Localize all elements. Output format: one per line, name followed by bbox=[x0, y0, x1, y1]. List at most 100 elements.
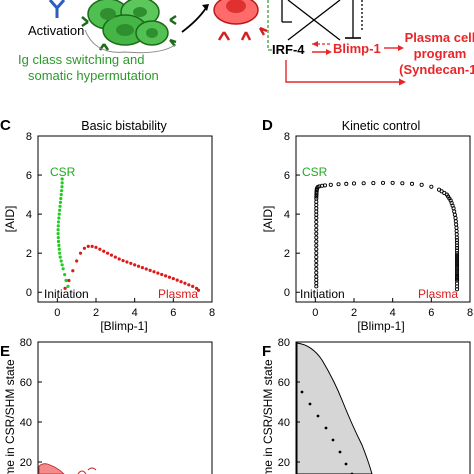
schematic-panel: Activation Ig class switching and soma bbox=[18, 0, 474, 86]
y-tick-label: 20 bbox=[278, 457, 290, 469]
ig-label-line2: somatic hypermutation bbox=[28, 68, 159, 83]
data-point bbox=[314, 223, 319, 228]
data-point bbox=[454, 228, 459, 234]
plasma-program-line1: Plasma cell bbox=[405, 30, 474, 45]
ig-label-line1: Ig class switching and bbox=[18, 52, 144, 67]
curve-fragment-e bbox=[77, 467, 97, 474]
data-point bbox=[454, 245, 460, 251]
data-point bbox=[454, 225, 459, 230]
data-point bbox=[60, 177, 64, 181]
data-point bbox=[419, 182, 424, 187]
data-point bbox=[179, 280, 183, 284]
ylabel-e: me in CSR/SHM state bbox=[3, 359, 17, 474]
data-point bbox=[314, 277, 319, 282]
ylabel-f: me in CSR/SHM state bbox=[261, 359, 275, 474]
panel-d: D Kinetic control 0 2 4 6 8 0 2 4 6 8 [AID] [Blim… bbox=[261, 117, 473, 333]
data-point bbox=[66, 284, 70, 288]
data-point bbox=[409, 181, 415, 186]
data-point bbox=[71, 269, 75, 273]
data-point bbox=[454, 275, 460, 280]
data-point bbox=[314, 255, 319, 260]
y-tick-label: 2 bbox=[284, 248, 290, 260]
y-tick-label: 8 bbox=[26, 131, 32, 143]
data-point bbox=[129, 261, 133, 265]
y-tick-label: 2 bbox=[26, 248, 32, 260]
panel-title-c: Basic bistability bbox=[81, 119, 167, 133]
data-point bbox=[454, 274, 460, 279]
data-point bbox=[59, 196, 63, 201]
data-point bbox=[314, 219, 319, 224]
data-point bbox=[314, 258, 319, 264]
plasma-program-line2: program bbox=[414, 46, 467, 61]
panel-f: F 20 40 60 80 me in CSR/SHM state bbox=[261, 337, 471, 474]
panel-letter-c: C bbox=[0, 117, 11, 134]
data-point bbox=[106, 251, 110, 255]
mean-point bbox=[308, 402, 312, 406]
data-point bbox=[454, 243, 460, 248]
panel-letter-f: F bbox=[262, 343, 271, 360]
data-point bbox=[351, 181, 357, 186]
data-point bbox=[454, 240, 460, 245]
panel-letter-e: E bbox=[0, 343, 10, 360]
data-point bbox=[57, 216, 61, 220]
data-point bbox=[453, 219, 458, 224]
x-tick-label: 4 bbox=[132, 307, 138, 319]
shaded-band-e bbox=[38, 463, 65, 474]
shaded-band-f bbox=[296, 342, 373, 474]
data-point bbox=[58, 204, 62, 208]
y-tick-label: 4 bbox=[284, 209, 290, 221]
data-point bbox=[57, 247, 61, 251]
data-point bbox=[454, 277, 460, 282]
data-point bbox=[314, 281, 319, 286]
data-point bbox=[60, 185, 64, 189]
data-points-c bbox=[56, 177, 201, 292]
data-point bbox=[361, 181, 366, 186]
data-point bbox=[56, 220, 61, 224]
ylabel-c: [AID] bbox=[3, 206, 17, 233]
data-point bbox=[58, 208, 62, 212]
csr-label-c: CSR bbox=[50, 165, 76, 179]
data-point bbox=[454, 264, 460, 269]
data-point bbox=[454, 260, 460, 265]
mean-point bbox=[344, 462, 348, 466]
data-point bbox=[454, 266, 460, 271]
y-tick-label: 4 bbox=[26, 209, 32, 221]
data-point bbox=[152, 270, 156, 274]
data-point bbox=[447, 196, 452, 201]
data-point bbox=[57, 243, 61, 247]
data-point bbox=[314, 206, 319, 211]
xlabel-c: [Blimp-1] bbox=[100, 319, 147, 333]
data-point bbox=[314, 270, 319, 275]
plasma-label-d: Plasma bbox=[418, 287, 458, 301]
data-point bbox=[429, 184, 434, 189]
data-point bbox=[454, 270, 460, 275]
x-tick-label: 8 bbox=[209, 307, 215, 319]
data-point bbox=[194, 286, 199, 290]
data-points-d bbox=[314, 180, 460, 292]
data-point bbox=[164, 274, 168, 278]
data-point bbox=[322, 183, 328, 188]
data-point bbox=[314, 209, 319, 214]
data-point bbox=[314, 194, 319, 199]
data-point bbox=[454, 251, 460, 256]
data-point bbox=[102, 249, 106, 253]
transition-arrow-icon bbox=[181, 7, 207, 33]
data-point bbox=[86, 244, 90, 248]
data-point bbox=[314, 243, 319, 248]
data-point bbox=[61, 267, 65, 271]
data-point bbox=[56, 232, 60, 236]
data-point bbox=[136, 264, 141, 268]
data-point bbox=[56, 235, 60, 240]
data-point bbox=[328, 182, 333, 187]
data-point bbox=[314, 231, 319, 236]
data-point bbox=[344, 181, 349, 186]
data-point bbox=[196, 288, 201, 292]
mean-point bbox=[324, 426, 328, 430]
mean-point bbox=[338, 450, 342, 454]
data-point bbox=[183, 281, 187, 285]
data-point bbox=[371, 181, 376, 186]
data-point bbox=[59, 192, 63, 197]
data-point bbox=[90, 244, 94, 248]
y-tick-label: 0 bbox=[284, 287, 290, 299]
